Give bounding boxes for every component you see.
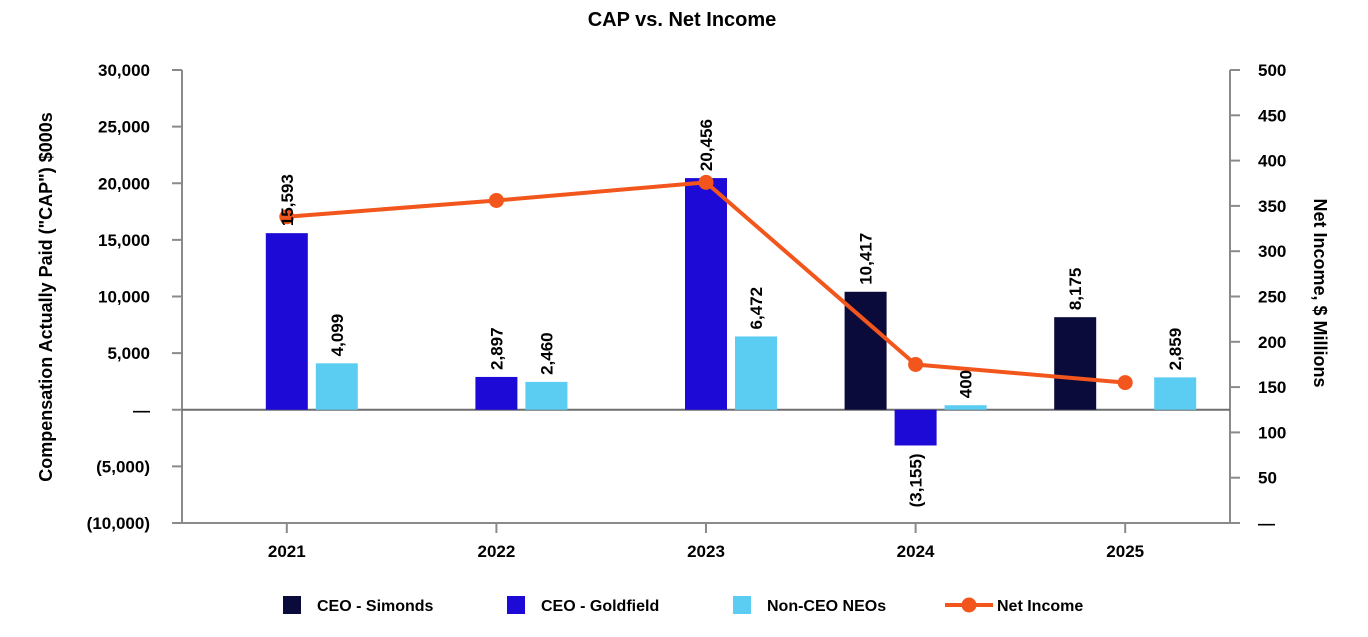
x-tick-label: 2022 — [477, 542, 515, 561]
y-left-tick-label: (5,000) — [96, 457, 150, 476]
legend-swatch-ceo-simonds — [283, 596, 301, 614]
data-label-ceo-goldfield-2021: 15,593 — [278, 174, 297, 226]
y-right-tick-label: 200 — [1258, 333, 1286, 352]
net-income-line — [279, 174, 1133, 391]
legend-label-net-income: Net Income — [997, 598, 1083, 615]
data-label-ceo-simonds-2025: 8,175 — [1066, 268, 1085, 311]
point-net-income-2021 — [279, 209, 295, 225]
data-label-non-ceo-neos-2022: 2,460 — [537, 332, 556, 375]
legend-swatch-non-ceo-neos — [733, 596, 751, 614]
legend-label-ceo-simonds: CEO - Simonds — [317, 598, 434, 615]
data-labels: 10,417 8,175 15,593 2,897 20,456 (3,155) 4,099… — [278, 119, 1185, 507]
point-net-income-2024 — [908, 356, 924, 372]
x-tick-label: 2023 — [687, 542, 725, 561]
y-right-tick-label: 150 — [1258, 378, 1286, 397]
data-label-ceo-simonds-2024: 10,417 — [857, 233, 876, 285]
y-left-tick-label: (10,000) — [87, 514, 150, 533]
bar-ceo-goldfield-2022 — [475, 376, 518, 410]
y-right-tick-label: 500 — [1258, 61, 1286, 80]
bar-ceo-simonds-2025 — [1054, 317, 1097, 410]
y-right-tick-label: 250 — [1258, 288, 1286, 307]
x-tick-label: 2024 — [897, 542, 935, 561]
legend-label-ceo-goldfield: CEO - Goldfield — [541, 598, 659, 615]
y-left-tick-label: 5,000 — [107, 344, 150, 363]
data-label-non-ceo-neos-2024: 400 — [957, 370, 976, 398]
legend: CEO - Simonds CEO - Goldfield Non-CEO NEOs… — [283, 596, 1083, 615]
y-right-tick-label: 100 — [1258, 423, 1286, 442]
bar-ceo-goldfield-2024 — [894, 409, 937, 446]
y-left-tick-label: 20,000 — [98, 174, 150, 193]
legend-swatch-ceo-goldfield — [507, 596, 525, 614]
x-tick-label: 2021 — [268, 542, 306, 561]
bars — [265, 178, 1197, 446]
y-left-tick-label: 15,000 — [98, 231, 150, 250]
y-left-axis-label: Compensation Actually Paid ("CAP") $000s — [36, 112, 56, 482]
y-right-tick-label: — — [1258, 514, 1275, 533]
bar-non-ceo-neos-2023 — [735, 336, 777, 410]
y-left-tick-label: 10,000 — [98, 288, 150, 307]
bar-non-ceo-neos-2025 — [1154, 377, 1197, 410]
data-label-ceo-goldfield-2022: 2,897 — [487, 327, 506, 370]
bar-non-ceo-neos-2024 — [944, 405, 987, 410]
legend-label-non-ceo-neos: Non-CEO NEOs — [767, 598, 886, 615]
data-label-non-ceo-neos-2023: 6,472 — [747, 287, 766, 330]
data-label-ceo-goldfield-2024: (3,155) — [907, 453, 926, 507]
data-label-non-ceo-neos-2021: 4,099 — [328, 314, 347, 357]
legend-marker-net-income — [961, 597, 977, 613]
y-right-tick-label: 300 — [1258, 242, 1286, 261]
y-left-tick-label: 30,000 — [98, 61, 150, 80]
y-right-tick-label: 400 — [1258, 152, 1286, 171]
y-left-tick-label: — — [133, 401, 150, 420]
bar-non-ceo-neos-2022 — [525, 381, 568, 410]
y-left-tick-label: 25,000 — [98, 118, 150, 137]
y-right-tick-label: 450 — [1258, 106, 1286, 125]
point-net-income-2022 — [488, 192, 504, 208]
y-right-tick-label: 350 — [1258, 197, 1286, 216]
data-label-non-ceo-neos-2025: 2,859 — [1166, 328, 1185, 371]
x-tick-label: 2025 — [1106, 542, 1144, 561]
y-right-tick-label: 50 — [1258, 469, 1277, 488]
bar-ceo-goldfield-2023 — [685, 178, 727, 410]
point-net-income-2025 — [1117, 375, 1133, 391]
data-label-ceo-goldfield-2023: 20,456 — [697, 119, 716, 171]
chart-title: CAP vs. Net Income — [588, 9, 777, 31]
bar-ceo-goldfield-2021 — [265, 233, 308, 410]
point-net-income-2023 — [698, 174, 714, 190]
y-right-axis-label: Net Income, $ Millions — [1310, 198, 1330, 387]
bar-non-ceo-neos-2021 — [315, 363, 358, 410]
